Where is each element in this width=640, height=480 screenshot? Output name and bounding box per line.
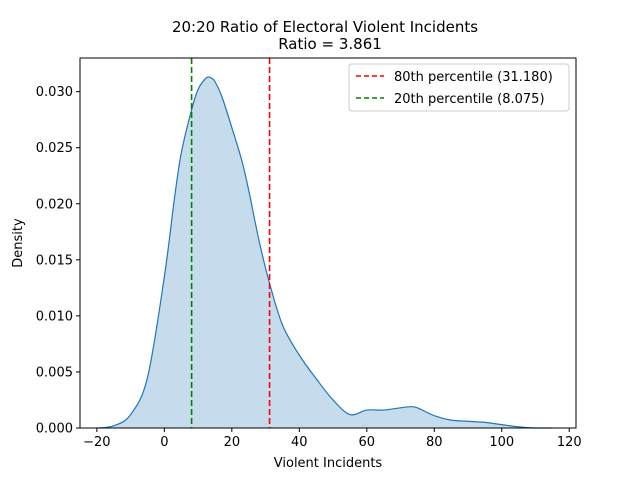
chart-subtitle: Ratio = 3.861 (278, 35, 382, 53)
x-tick-label: 40 (291, 435, 308, 450)
x-tick-label: 0 (160, 435, 168, 450)
y-tick-label: 0.025 (36, 141, 73, 156)
chart-title: 20:20 Ratio of Electoral Violent Inciden… (172, 18, 478, 36)
legend-box (348, 63, 570, 112)
density-curve (96, 76, 553, 429)
x-tick-label: 20 (224, 435, 241, 450)
plot-area (96, 58, 553, 429)
legend-label-20th: 20th percentile (8.075) (394, 92, 545, 107)
x-axis-label: Violent Incidents (274, 456, 383, 471)
x-tick-label: −20 (83, 435, 110, 450)
x-tick-label: 80 (426, 435, 443, 450)
x-tick-label: 100 (489, 435, 514, 450)
y-axis: 0.000 0.005 0.010 0.015 0.020 0.025 0.030 (36, 85, 80, 437)
x-axis: −20 0 20 40 60 80 100 120 (83, 428, 582, 450)
density-fill (96, 77, 553, 429)
x-tick-label: 60 (359, 435, 376, 450)
y-tick-label: 0.000 (36, 422, 73, 437)
legend: 80th percentile (31.180) 20th percentile… (348, 63, 570, 112)
y-tick-label: 0.030 (36, 85, 73, 100)
y-axis-label: Density (11, 218, 26, 268)
y-tick-label: 0.005 (36, 365, 73, 380)
y-tick-label: 0.010 (36, 309, 73, 324)
x-tick-label: 120 (557, 435, 582, 450)
y-tick-label: 0.020 (36, 197, 73, 212)
legend-label-80th: 80th percentile (31.180) (394, 70, 553, 85)
y-tick-label: 0.015 (36, 253, 73, 268)
plot-frame (79, 57, 577, 429)
